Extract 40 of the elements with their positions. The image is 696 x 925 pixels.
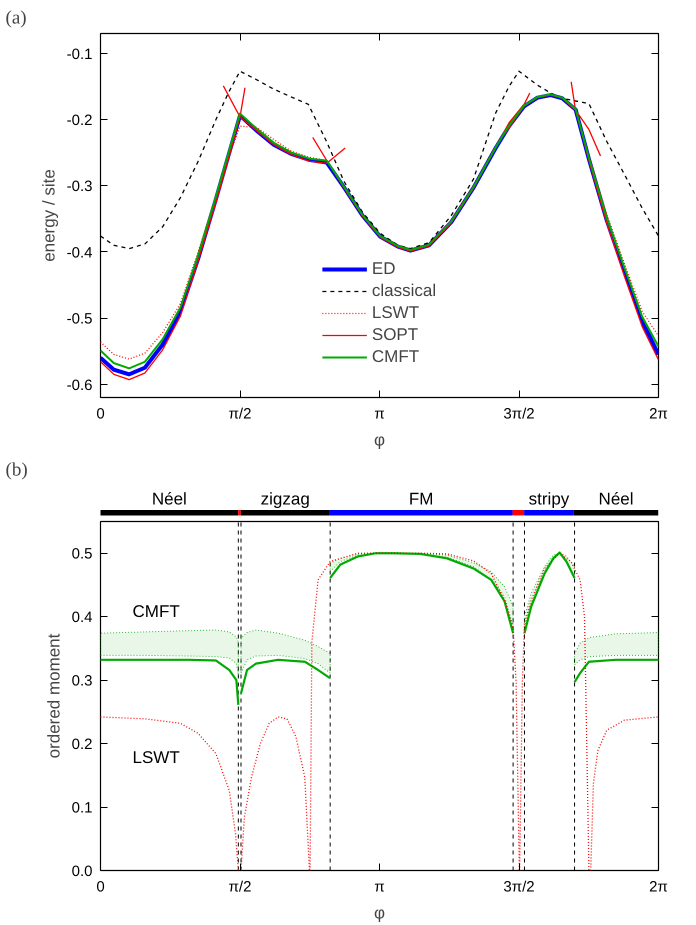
legend-label: ED xyxy=(372,259,396,279)
y-tick-label: -0.4 xyxy=(66,244,93,262)
series-label: FM xyxy=(408,489,434,508)
y-tick-label: -0.1 xyxy=(66,46,93,63)
x-tick-label: 3π/2 xyxy=(503,406,535,422)
y-tick-label: 0.5 xyxy=(72,546,93,563)
text: CMFT xyxy=(132,602,180,622)
y-axis-title: energy / site xyxy=(40,169,59,262)
y-tick-label: 0.0 xyxy=(72,863,93,880)
series-label: Néel xyxy=(152,489,187,508)
x-tick-label: π xyxy=(374,878,385,896)
y-tick-label: -0.3 xyxy=(66,178,93,196)
y-tick-label: 0.4 xyxy=(72,609,93,626)
x-tick-label: 0 xyxy=(96,406,105,422)
x-tick-label: π/2 xyxy=(228,406,252,422)
y-tick-label: -0.5 xyxy=(66,310,93,328)
y-tick-label: 0.1 xyxy=(72,800,93,817)
x-tick-label: 3π/2 xyxy=(503,878,535,896)
chart-title: (a) xyxy=(6,8,27,28)
x-tick-label: 2π xyxy=(649,406,668,422)
series-label: zigzag xyxy=(260,489,310,508)
series-label: Néel xyxy=(598,489,634,508)
x-axis-title: φ xyxy=(374,904,386,922)
y-tick-label: 0.3 xyxy=(72,672,93,690)
legend-label: CMFT xyxy=(372,347,420,367)
y-tick-label: 0.2 xyxy=(72,736,93,754)
chart-title: (b) xyxy=(6,460,28,480)
legend-label: classical xyxy=(372,281,436,301)
x-tick-label: π/2 xyxy=(228,878,252,896)
y-axis-title: ordered moment xyxy=(44,633,64,758)
legend-label: SOPT xyxy=(372,325,418,345)
x-tick-label: π xyxy=(374,406,385,422)
y-tick-label: -0.6 xyxy=(66,376,93,394)
legend-label: LSWT xyxy=(372,303,420,323)
x-tick-label: 2π xyxy=(649,878,668,896)
y-tick-label: -0.2 xyxy=(66,112,93,130)
x-tick-label: 0 xyxy=(96,878,105,896)
series-label: LSWT xyxy=(132,748,180,767)
series-label: stripy xyxy=(528,489,570,508)
x-axis-title: φ xyxy=(374,430,386,450)
